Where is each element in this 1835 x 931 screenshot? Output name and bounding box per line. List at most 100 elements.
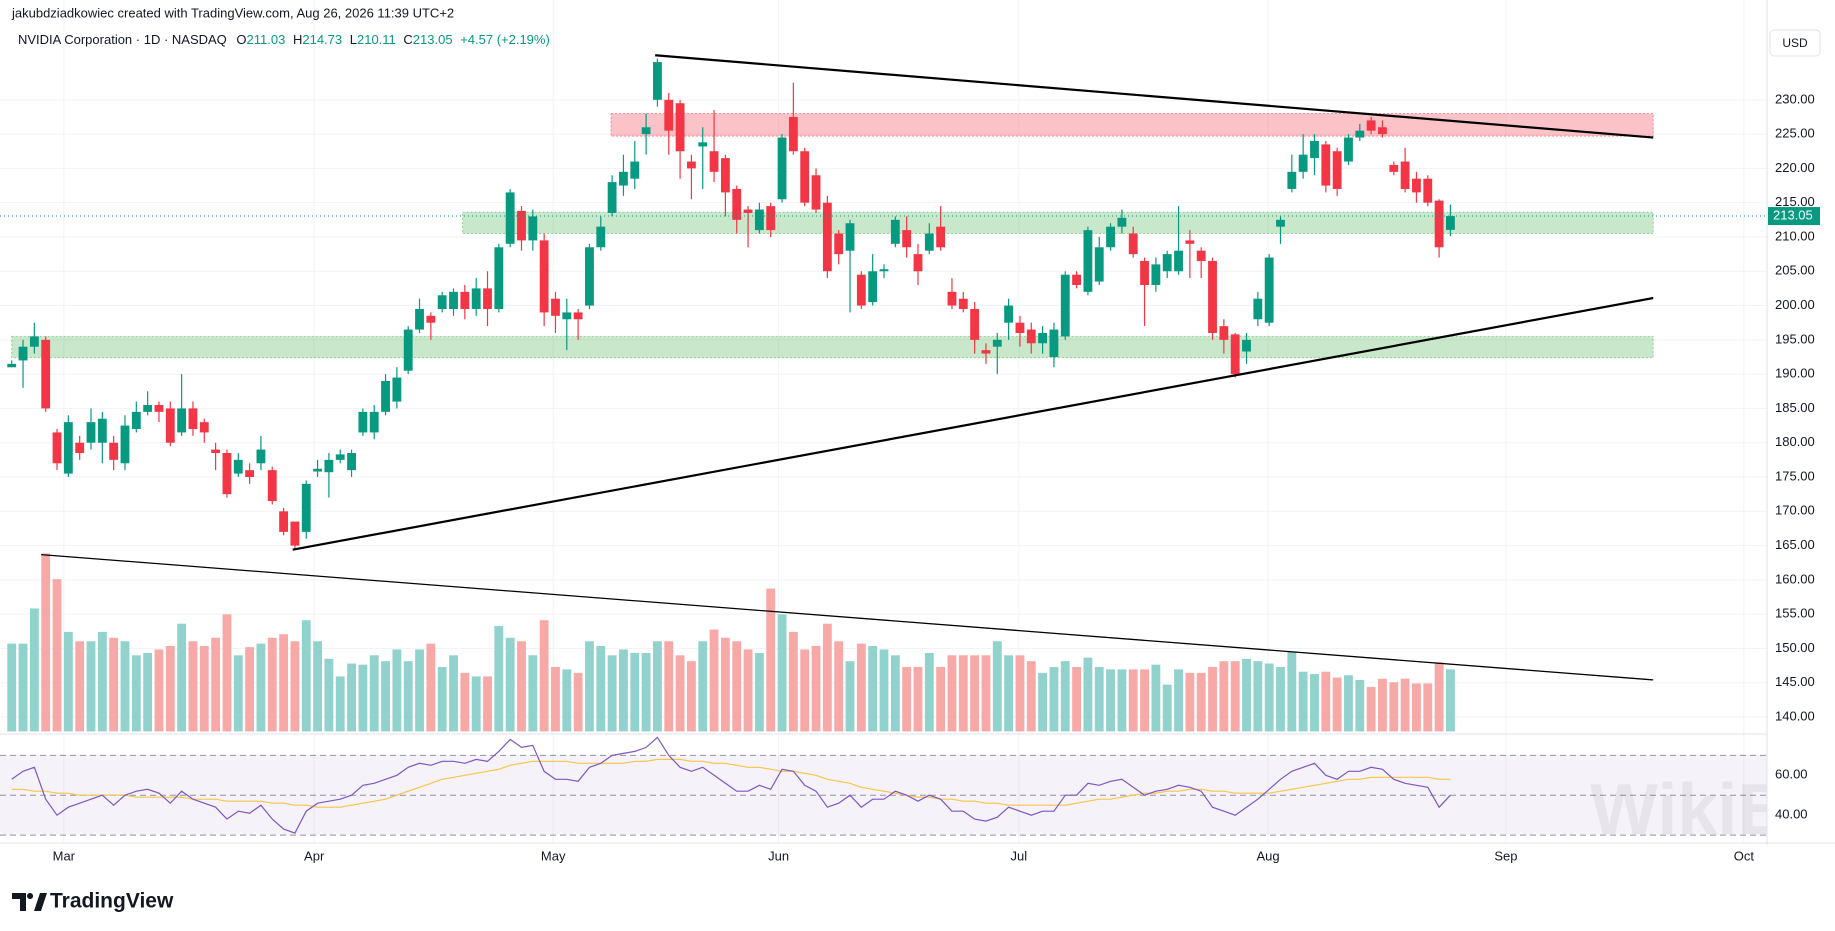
volume-bar bbox=[1310, 674, 1319, 732]
candle-body bbox=[1242, 339, 1251, 352]
logo-text: TradingView bbox=[50, 890, 174, 913]
candle-body bbox=[483, 288, 492, 309]
volume-bar bbox=[1434, 662, 1444, 732]
volume-bar bbox=[403, 661, 413, 732]
volume-bar bbox=[154, 649, 164, 732]
candle-body bbox=[426, 315, 436, 323]
volume-bar bbox=[868, 645, 878, 732]
candle-body bbox=[800, 151, 810, 203]
currency[interactable]: USD bbox=[1782, 36, 1808, 50]
ohlc-value: 211.03 bbox=[247, 32, 286, 47]
volume-bar bbox=[1094, 667, 1104, 732]
volume-bar bbox=[199, 645, 209, 732]
candle-body bbox=[890, 219, 900, 244]
volume-bar bbox=[607, 655, 617, 732]
candle-body bbox=[709, 151, 719, 172]
x-tick-label: Oct bbox=[1734, 848, 1755, 863]
volume-bar bbox=[528, 655, 538, 732]
y-tick-label: 225.00 bbox=[1775, 126, 1815, 141]
candle-body bbox=[403, 329, 413, 371]
candle-body bbox=[641, 127, 651, 135]
candle-body bbox=[505, 192, 515, 244]
candle-body bbox=[347, 453, 356, 471]
volume-bar bbox=[381, 661, 390, 732]
candle-body bbox=[868, 271, 878, 303]
candle-body bbox=[698, 142, 708, 147]
volume-bar bbox=[18, 643, 28, 732]
volume-bar bbox=[335, 676, 345, 732]
currency-box[interactable] bbox=[1769, 29, 1821, 57]
volume-bar bbox=[630, 652, 640, 732]
candle-body bbox=[1219, 326, 1229, 340]
candle-body bbox=[177, 408, 187, 433]
candle-body bbox=[211, 449, 221, 454]
volume-bar bbox=[97, 631, 107, 732]
volume-bar bbox=[845, 661, 855, 732]
volume-bar bbox=[596, 645, 606, 732]
y-tick-label: 150.00 bbox=[1775, 640, 1815, 655]
credit: jakubdziadkowiec created with TradingVie… bbox=[11, 5, 454, 20]
volume-bar bbox=[1026, 661, 1036, 732]
candle-body bbox=[1162, 254, 1172, 272]
candle-body bbox=[1060, 274, 1070, 337]
candle-body bbox=[947, 291, 957, 306]
volume-bar bbox=[313, 641, 322, 732]
logo: TradingView bbox=[12, 890, 174, 913]
candle-body bbox=[1208, 260, 1217, 333]
volume-bar bbox=[947, 655, 957, 732]
candle-body bbox=[1400, 161, 1410, 189]
y-tick-label: 230.00 bbox=[1775, 91, 1815, 106]
volume-bar bbox=[1389, 682, 1399, 732]
volume-bar bbox=[1332, 677, 1342, 732]
volume-bar bbox=[698, 641, 708, 732]
candle-body bbox=[834, 233, 844, 255]
candle-body bbox=[551, 298, 560, 316]
volume-bar bbox=[426, 643, 436, 732]
candle-body bbox=[154, 404, 164, 412]
volume-bar bbox=[7, 643, 17, 732]
candle-body bbox=[970, 308, 980, 340]
x-tick-label: Jul bbox=[1010, 848, 1027, 863]
volume-bar bbox=[754, 652, 764, 732]
y-tick-label: 200.00 bbox=[1775, 297, 1815, 312]
volume-bar bbox=[29, 608, 39, 732]
candle-body bbox=[653, 62, 662, 100]
y-tick-label: 195.00 bbox=[1775, 331, 1815, 346]
candle-body bbox=[1321, 144, 1331, 186]
candle-body bbox=[279, 511, 289, 532]
volume-bar bbox=[1253, 661, 1263, 732]
candle-body bbox=[1389, 164, 1399, 172]
candle-body bbox=[913, 254, 923, 272]
candle-body bbox=[1015, 322, 1025, 333]
candle-body bbox=[1004, 305, 1014, 323]
volume-bar bbox=[471, 676, 481, 732]
volume-bar bbox=[1400, 678, 1410, 732]
volume-bar bbox=[1230, 661, 1240, 732]
trendline bbox=[655, 54, 1654, 139]
candle-body bbox=[1140, 260, 1149, 285]
volume-bar bbox=[177, 623, 187, 732]
y-tick-label: 220.00 bbox=[1775, 160, 1815, 175]
volume-bar bbox=[641, 652, 651, 732]
volume-bar bbox=[1287, 651, 1297, 732]
candle-body bbox=[471, 288, 481, 309]
candle-body bbox=[1298, 154, 1308, 172]
volume-bar bbox=[165, 645, 175, 732]
candle-body bbox=[822, 202, 832, 272]
candle-body bbox=[788, 116, 798, 152]
volume-bar bbox=[1128, 669, 1138, 732]
volume-bar bbox=[1321, 671, 1331, 732]
candle-body bbox=[131, 411, 141, 429]
candle-body bbox=[245, 470, 255, 478]
candle-body bbox=[1276, 219, 1285, 227]
candle-body bbox=[7, 363, 17, 368]
volume-bar bbox=[1344, 675, 1353, 732]
volume-bar bbox=[460, 672, 470, 732]
candle-body bbox=[539, 240, 549, 313]
candle-body bbox=[52, 432, 62, 464]
candle-body bbox=[675, 103, 685, 152]
candle-body bbox=[1128, 233, 1138, 255]
volume-bar bbox=[52, 579, 62, 732]
volume-bar bbox=[1117, 669, 1127, 732]
